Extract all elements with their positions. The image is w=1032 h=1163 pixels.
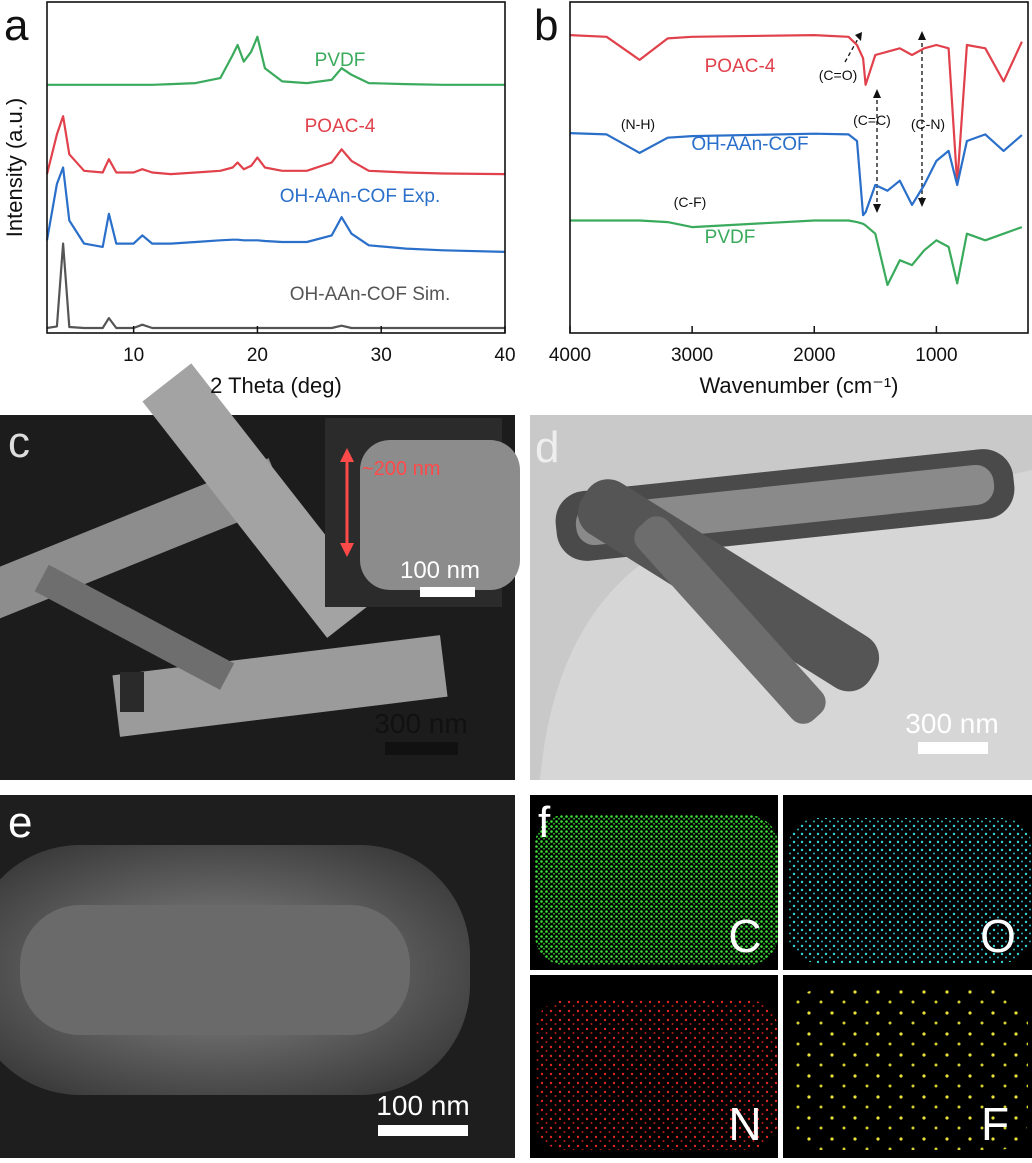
series-label: OH-AAn-COF Sim. [290, 284, 450, 305]
panel-f: C O N F f [530, 795, 1032, 1158]
series-line [570, 219, 1023, 287]
scale-bar [420, 587, 475, 597]
series-label: POAC-4 [705, 56, 776, 77]
arrow-head [918, 198, 926, 207]
scale-bar [385, 742, 458, 755]
scale-label: 100 nm [400, 557, 480, 584]
panel-label: e [8, 798, 32, 847]
element-label: C [728, 910, 761, 962]
arrow-head [918, 31, 926, 40]
plot-frame [46, 1, 506, 334]
panel-e: 100 nm e [0, 795, 515, 1158]
series-label: OH-AAn-COF [691, 134, 808, 155]
panel-label: c [8, 418, 30, 467]
x-axis-title: 2 Theta (deg) [210, 373, 342, 398]
arrow-head [340, 543, 354, 557]
x-tick-label: 3000 [671, 345, 713, 366]
panel-label: a [4, 1, 29, 50]
element-label: N [728, 1098, 761, 1150]
series-label: POAC-4 [305, 116, 376, 137]
series-line [46, 242, 505, 330]
scale-bar [918, 742, 988, 754]
annotation-arrows [844, 36, 923, 208]
annotation: (C=C) [853, 112, 891, 128]
series-line [47, 35, 505, 86]
element-label: O [980, 910, 1016, 962]
image-feature [634, 516, 826, 724]
series-label: OH-AAn-COF Exp. [280, 186, 440, 207]
image-feature [112, 635, 448, 737]
x-tick-label: 30 [371, 345, 392, 366]
arrow-head [873, 89, 881, 98]
element-label: F [981, 1098, 1009, 1150]
image-feature [142, 363, 376, 638]
arrow-head [855, 32, 862, 41]
map-dots [535, 1000, 778, 1150]
annotation: (C-N) [911, 116, 945, 132]
series-line [45, 115, 506, 176]
arrow-head [340, 448, 354, 462]
scale-label: 100 nm [376, 1090, 469, 1121]
scale-label: 300 nm [374, 708, 467, 739]
annotation: (C-F) [674, 194, 707, 210]
x-axis-title: Wavenumber (cm⁻¹) [699, 373, 898, 398]
map-dots [788, 818, 1032, 963]
annotation: (C=O) [819, 67, 858, 83]
image-feature [34, 564, 235, 690]
image-feature [20, 905, 410, 1035]
series-label: PVDF [705, 227, 756, 248]
map-dots [788, 990, 1028, 1150]
panel-label: b [534, 1, 558, 50]
x-tick-label: 2000 [793, 345, 835, 366]
series-label: PVDF [315, 50, 366, 71]
plot-frame [569, 1, 1029, 334]
scale-bar [378, 1125, 468, 1136]
x-tick-label: 1000 [915, 345, 957, 366]
panel-d: 300 nm d [530, 415, 1032, 780]
annotation-arrow-heads [855, 31, 926, 213]
panel-c: ~200 nm 100 nm 300 nm c [0, 363, 520, 780]
x-tick-label: 20 [247, 345, 268, 366]
scale-label: 300 nm [905, 708, 998, 739]
arrow-head [873, 204, 881, 213]
map-dots [535, 815, 778, 965]
panel-label: f [538, 798, 551, 847]
x-tick-label: 10 [123, 345, 144, 366]
chart: PVDF POAC-4 OH-AAn-COF Exp. OH-AAn-COF Sim.… [2, 1, 516, 398]
chart: POAC-4 OH-AAn-COF PVDF 4000 3000 2000 1000 Wave… [534, 1, 1029, 398]
inset-feature [360, 440, 520, 590]
series-line [45, 166, 506, 253]
inset-size-label: ~200 nm [362, 458, 440, 480]
annotation-arrow [844, 36, 860, 63]
x-tick-label: 4000 [549, 345, 591, 366]
series-line [569, 34, 1023, 186]
image-feature [120, 672, 144, 712]
panel-label: d [535, 423, 559, 472]
x-tick-label: 40 [494, 345, 515, 366]
y-axis-title: Intensity (a.u.) [2, 98, 27, 237]
annotation: (N-H) [621, 116, 655, 132]
series-line [569, 132, 1023, 217]
